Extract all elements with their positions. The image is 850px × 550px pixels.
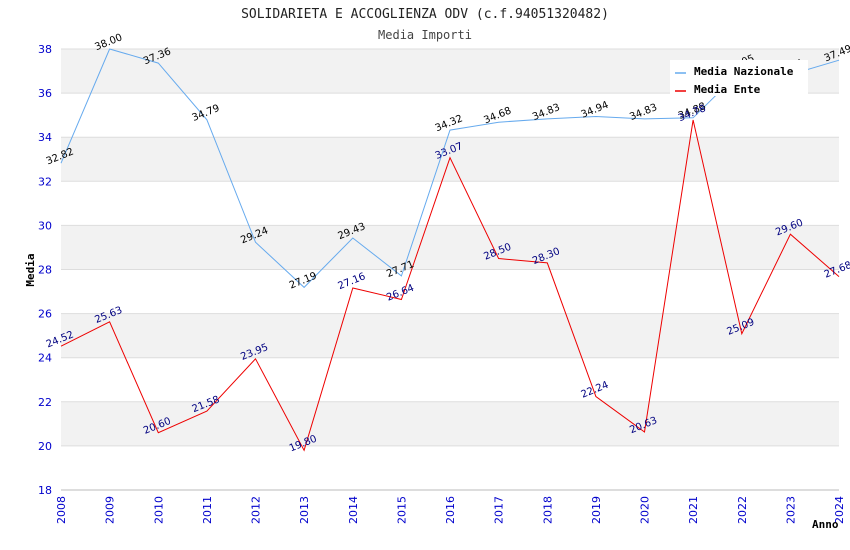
legend-label-nazionale: Media Nazionale <box>694 65 794 78</box>
legend-background <box>670 60 808 96</box>
grid-band <box>61 313 839 358</box>
chart-subtitle: Media Importi <box>378 28 472 42</box>
y-tick-label: 22 <box>38 396 52 409</box>
x-axis-label: Anno <box>812 518 839 531</box>
data-label-ente: 22.24 <box>580 380 611 401</box>
x-tick-label: 2012 <box>250 496 263 524</box>
y-tick-label: 30 <box>38 219 52 232</box>
y-tick-label: 28 <box>38 264 52 277</box>
y-axis-label: Media <box>24 253 37 286</box>
data-label-ente: 26.64 <box>385 283 416 304</box>
y-tick-label: 38 <box>38 43 52 56</box>
grid-band <box>61 401 839 446</box>
x-tick-label: 2019 <box>590 496 603 524</box>
x-axis-ticks: 2008 2009 2010 2011 2012 2013 2014 2015 2016 2017… <box>55 496 846 524</box>
data-label-nazionale: 34.32 <box>434 113 465 134</box>
x-tick-label: 2017 <box>493 496 506 524</box>
series-lines <box>60 48 840 452</box>
chart-title: SOLIDARIETA E ACCOGLIENZA ODV (c.f.94051… <box>241 7 609 22</box>
grid-lines <box>61 48 839 491</box>
legend-label-ente: Media Ente <box>694 83 761 96</box>
x-tick-label: 2011 <box>201 496 214 524</box>
x-tick-label: 2022 <box>736 496 749 524</box>
x-tick-label: 2024 <box>833 496 846 524</box>
background-bands <box>61 49 839 446</box>
x-tick-label: 2009 <box>104 496 117 524</box>
y-tick-label: 18 <box>38 484 52 497</box>
data-label-nazionale: 34.83 <box>531 102 562 123</box>
x-tick-label: 2014 <box>347 496 360 524</box>
x-tick-label: 2010 <box>152 496 165 524</box>
x-tick-label: 2021 <box>687 496 700 524</box>
data-label-ente: 27.16 <box>336 271 367 292</box>
y-tick-label: 26 <box>38 308 52 321</box>
x-tick-label: 2020 <box>639 496 652 524</box>
y-tick-label: 34 <box>38 131 52 144</box>
x-tick-label: 2023 <box>784 496 797 524</box>
series-line-media-nazionale <box>60 48 840 289</box>
y-tick-label: 36 <box>38 87 52 100</box>
x-tick-label: 2015 <box>395 496 408 524</box>
x-tick-label: 2018 <box>541 496 554 524</box>
x-tick-label: 2008 <box>55 496 68 524</box>
data-label-nazionale: 34.83 <box>628 102 659 123</box>
legend: Media Nazionale Media Ente <box>670 60 808 96</box>
x-tick-label: 2013 <box>298 496 311 524</box>
y-tick-label: 20 <box>38 440 52 453</box>
y-tick-label: 24 <box>38 352 52 365</box>
y-tick-label: 32 <box>38 175 52 188</box>
data-label-nazionale: 34.68 <box>482 105 513 126</box>
grid-band <box>61 225 839 270</box>
grid-band <box>61 137 839 182</box>
data-label-nazionale: 27.19 <box>288 271 319 292</box>
x-tick-label: 2016 <box>444 496 457 524</box>
series-line-media-ente <box>60 119 840 452</box>
y-axis-ticks: 18 20 22 24 26 28 30 32 34 36 38 <box>38 43 52 497</box>
